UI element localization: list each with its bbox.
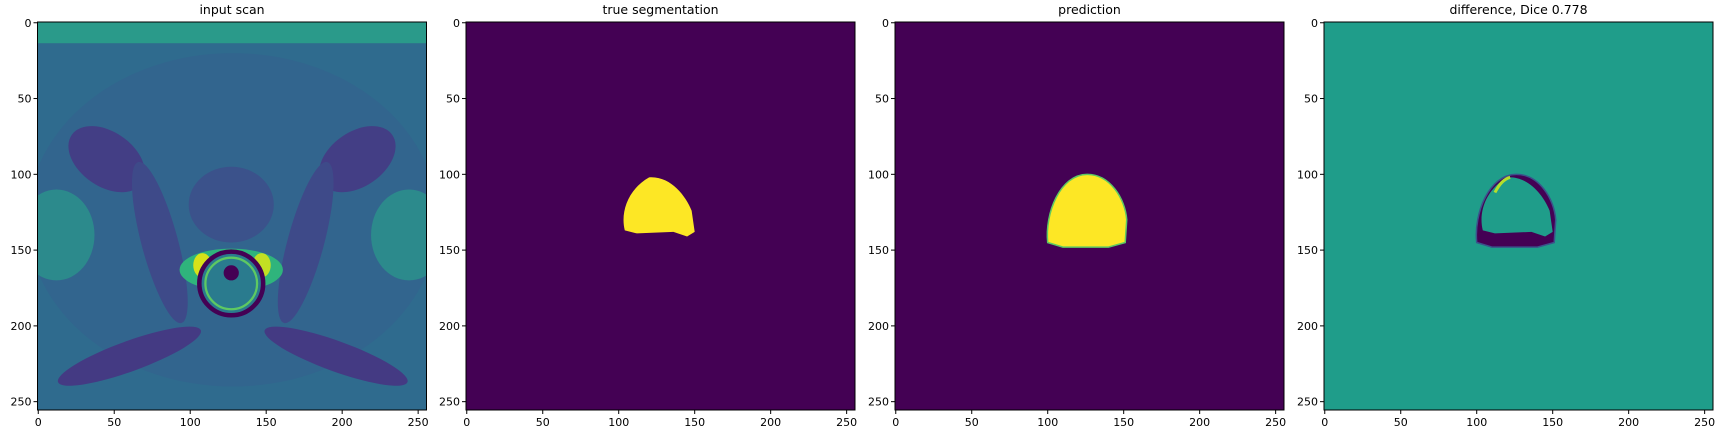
y-tick-label: 50	[875, 93, 889, 106]
axes-image	[895, 22, 1284, 410]
y-tick-label: 0	[882, 17, 889, 30]
axes-image	[1324, 22, 1713, 410]
x-tick-label: 200	[760, 416, 781, 429]
y-tick-label: 200	[1297, 320, 1318, 333]
y-tick-label: 100	[11, 168, 32, 181]
scan-top	[37, 22, 427, 44]
scan-dark	[68, 126, 145, 193]
axes-frame	[894, 21, 1285, 411]
y-tick-label: 150	[439, 244, 460, 257]
y-tick-label: 200	[11, 320, 32, 333]
scan-prostate	[188, 166, 274, 243]
diff-under	[1493, 175, 1511, 194]
x-tick-label: 200	[332, 416, 353, 429]
y-tick-label: 150	[1297, 244, 1318, 257]
scan-dark	[277, 161, 334, 324]
scan-dark	[319, 126, 396, 193]
x-tick-label: 150	[256, 416, 277, 429]
y-tick-label: 0	[1311, 17, 1318, 30]
x-tick-label: 50	[1394, 416, 1408, 429]
x-tick-label: 50	[107, 416, 121, 429]
y-tick-label: 200	[868, 320, 889, 333]
image	[37, 22, 427, 410]
y-tick-label: 250	[1297, 396, 1318, 409]
scan-dark	[57, 326, 202, 386]
y-tick-label: 100	[868, 168, 889, 181]
x-tick-label: 100	[608, 416, 629, 429]
x-tick-label: 0	[463, 416, 470, 429]
x-tick-label: 50	[965, 416, 979, 429]
scan-side	[371, 189, 427, 281]
y-tick-label: 250	[439, 396, 460, 409]
scan-ring	[204, 256, 259, 311]
axes-title: input scan	[199, 2, 264, 17]
y-tick-label: 50	[446, 93, 460, 106]
x-tick-label: 200	[1618, 416, 1639, 429]
y-tick-label: 0	[453, 17, 460, 30]
y-tick-label: 100	[439, 168, 460, 181]
y-tick-label: 200	[439, 320, 460, 333]
image	[895, 22, 1284, 410]
axes-image	[466, 22, 855, 410]
x-tick-label: 150	[1542, 416, 1563, 429]
x-tick-label: 250	[1694, 416, 1715, 429]
mask-blob	[1046, 173, 1128, 248]
scan-ring	[197, 249, 266, 318]
x-tick-label: 250	[408, 416, 429, 429]
axes-title: true segmentation	[602, 2, 718, 17]
image	[1324, 22, 1713, 410]
axes-title: prediction	[1058, 2, 1121, 17]
x-tick-label: 250	[836, 416, 857, 429]
x-tick-label: 250	[1265, 416, 1286, 429]
scan-dark	[264, 326, 408, 386]
x-tick-label: 50	[536, 416, 550, 429]
diff-same	[1481, 177, 1553, 237]
scan-side	[37, 189, 95, 281]
scan-dark	[131, 161, 188, 324]
x-tick-label: 100	[1466, 416, 1487, 429]
x-tick-label: 100	[180, 416, 201, 429]
axes-frame	[1323, 21, 1714, 411]
mask-blob	[623, 177, 695, 237]
y-tick-label: 100	[1297, 168, 1318, 181]
x-tick-label: 200	[1189, 416, 1210, 429]
image	[466, 22, 855, 410]
y-tick-label: 0	[25, 17, 32, 30]
y-tick-label: 150	[11, 244, 32, 257]
axes-image	[37, 22, 427, 410]
x-tick-label: 0	[1321, 416, 1328, 429]
y-tick-label: 50	[18, 93, 32, 106]
axes-frame	[37, 21, 427, 411]
x-tick-label: 150	[1113, 416, 1134, 429]
y-tick-label: 50	[1304, 93, 1318, 106]
x-tick-label: 0	[892, 416, 899, 429]
axes-title: difference, Dice 0.778	[1449, 2, 1587, 17]
y-tick-label: 250	[868, 396, 889, 409]
x-tick-label: 0	[35, 416, 42, 429]
x-tick-label: 100	[1037, 416, 1058, 429]
axes-frame	[465, 21, 856, 411]
scan-hole	[223, 265, 239, 281]
y-tick-label: 150	[868, 244, 889, 257]
x-tick-label: 150	[684, 416, 705, 429]
y-tick-label: 250	[11, 396, 32, 409]
